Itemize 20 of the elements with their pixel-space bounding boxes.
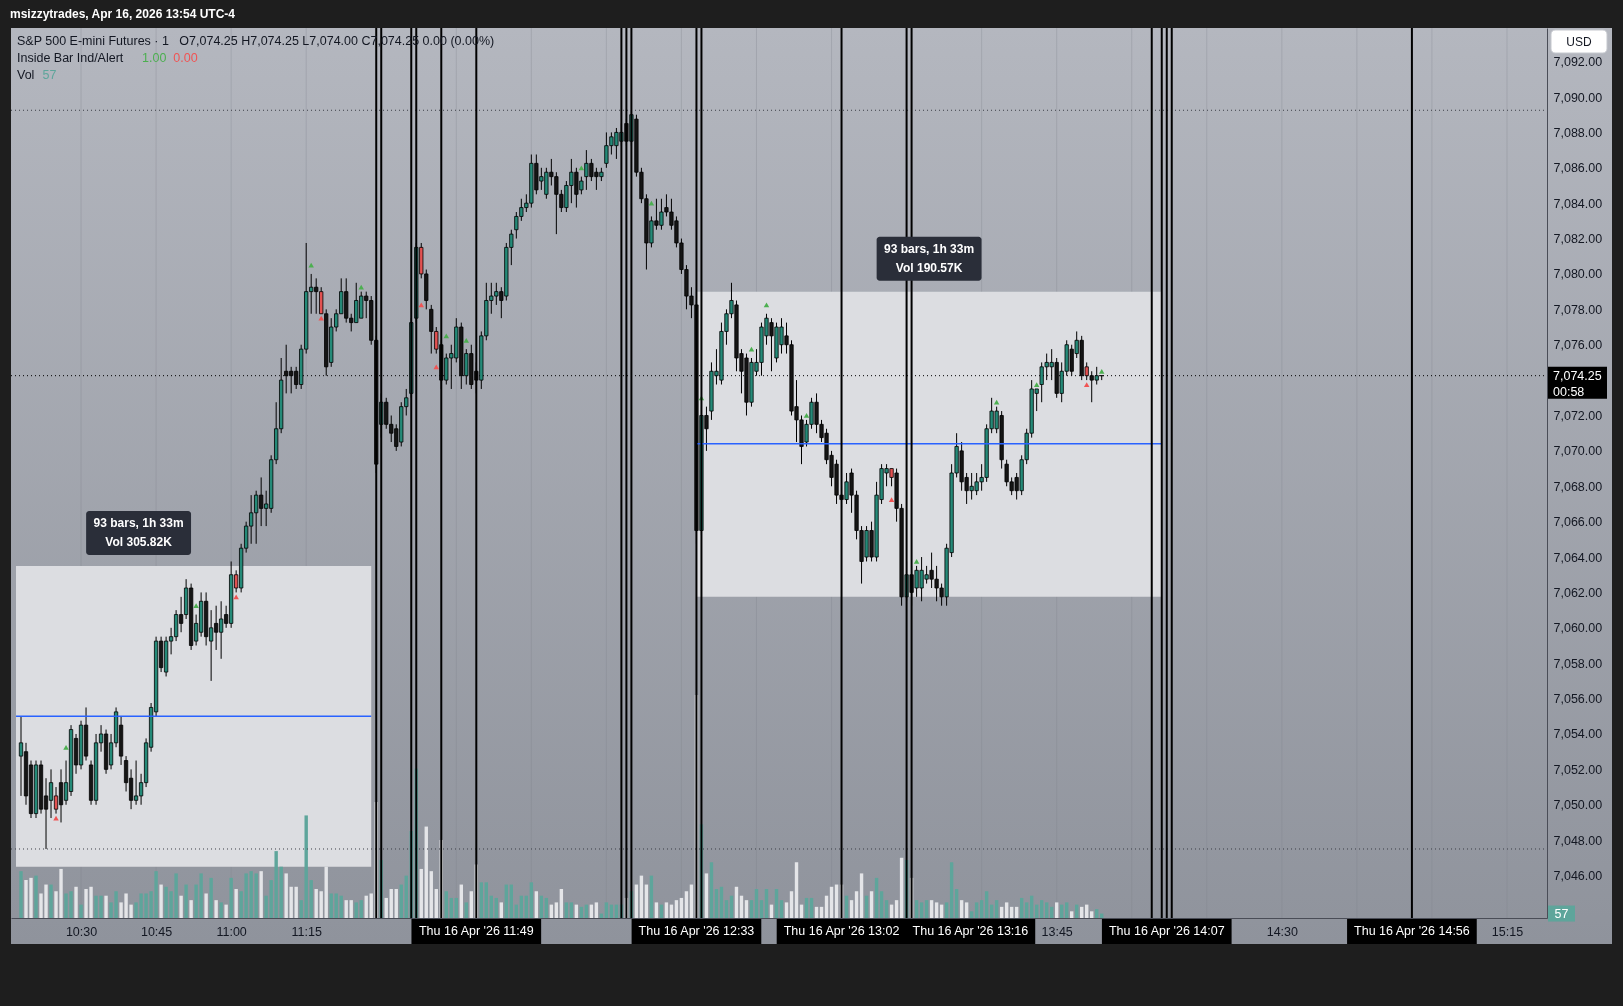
y-axis-title: USD [1566, 34, 1592, 49]
y-tick-label: 7,092.00 [1553, 55, 1603, 70]
x-tick-label: 10:30 [65, 924, 98, 939]
annotation: 1.00 [142, 51, 167, 65]
ref-line-label: Thu 16 Apr '26 14:56 [1354, 924, 1470, 938]
ref-line-label: Thu 16 Apr '26 13:16 [912, 924, 1029, 938]
x-tick-label: 10:45 [140, 924, 173, 939]
x-tick-label: 11:00 [216, 924, 247, 939]
ref-line-label: Thu 16 Apr '26 12:33 [638, 924, 755, 938]
ref-line-label: Thu 16 Apr '26 13:02 [783, 924, 900, 938]
chart-title: S&P 500 E-mini Futures · 1 [17, 34, 169, 48]
x-tick-label: 11:15 [291, 924, 322, 939]
text: msizzytrades, Apr 16, 2026 13:54 UTC-4 [10, 7, 236, 21]
x-tick-label: 14:30 [1266, 924, 1299, 939]
ref-line-label: Thu 16 Apr '26 11:49 [418, 924, 534, 938]
x-tick-label: 15:15 [1491, 924, 1524, 939]
annotation: 0.00 [173, 51, 198, 65]
ref-line-label: Thu 16 Apr '26 14:07 [1108, 924, 1225, 938]
x-tick-label: 13:45 [1041, 924, 1073, 939]
annotation: Inside Bar Ind/Alert [17, 51, 124, 65]
